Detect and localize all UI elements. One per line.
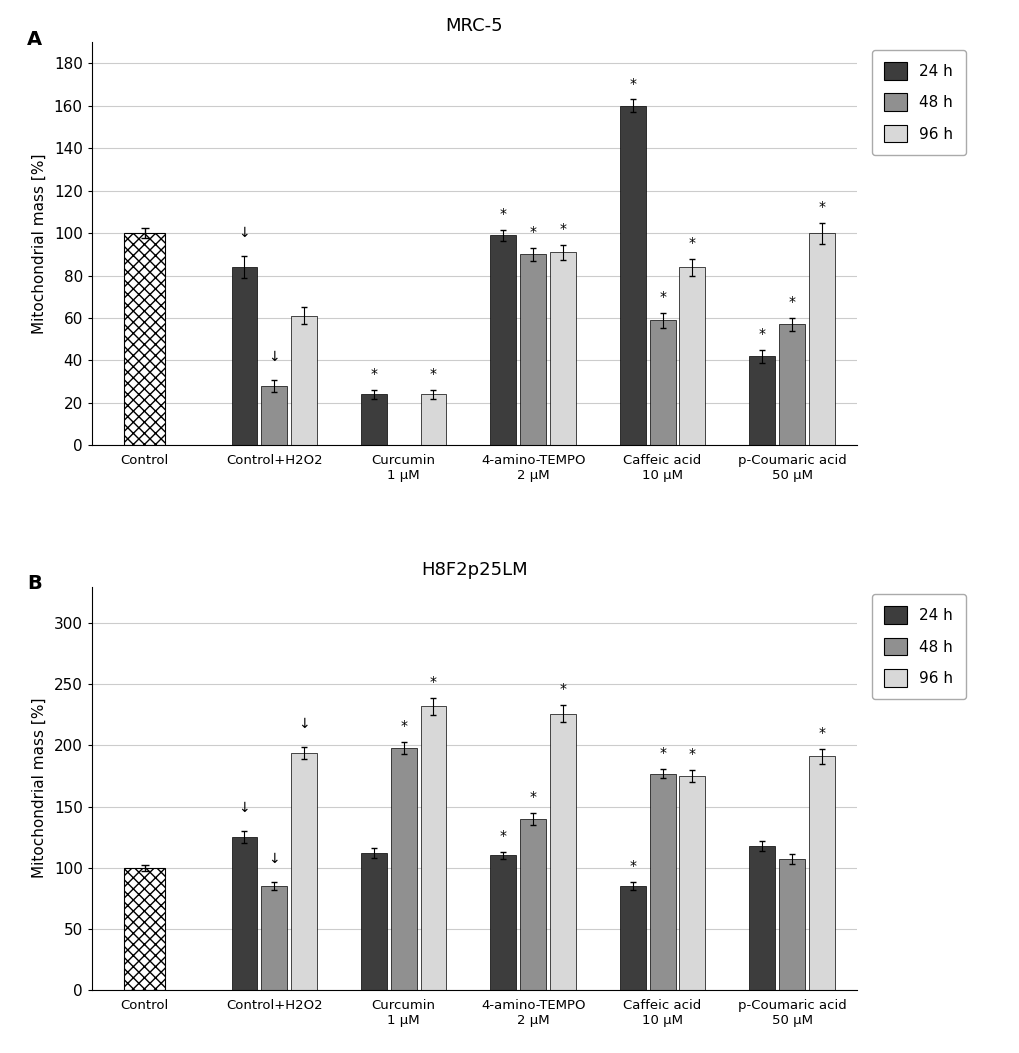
- Text: *: *: [817, 727, 824, 740]
- Bar: [549, 714, 576, 990]
- Bar: [361, 395, 386, 445]
- Text: ↓: ↓: [268, 350, 280, 363]
- Title: MRC-5: MRC-5: [445, 17, 502, 35]
- Bar: [808, 233, 834, 445]
- Text: *: *: [629, 77, 636, 91]
- Bar: [649, 320, 675, 445]
- Text: *: *: [499, 207, 506, 221]
- Bar: [261, 886, 287, 990]
- Text: ↓: ↓: [238, 226, 250, 240]
- Y-axis label: Mitochondrial mass [%]: Mitochondrial mass [%]: [32, 154, 47, 334]
- Bar: [549, 253, 576, 445]
- Text: *: *: [688, 747, 695, 761]
- Text: ↓: ↓: [268, 852, 280, 866]
- Text: *: *: [529, 225, 536, 239]
- Text: ↓: ↓: [298, 716, 310, 731]
- Text: *: *: [558, 222, 566, 236]
- Text: *: *: [658, 290, 665, 304]
- Bar: [420, 707, 446, 990]
- Bar: [490, 235, 516, 445]
- Bar: [620, 105, 645, 445]
- Text: *: *: [688, 236, 695, 250]
- Text: *: *: [658, 746, 665, 760]
- Bar: [520, 819, 545, 990]
- Y-axis label: Mitochondrial mass [%]: Mitochondrial mass [%]: [32, 698, 47, 878]
- Bar: [390, 748, 416, 990]
- Bar: [749, 846, 774, 990]
- Text: *: *: [370, 367, 377, 381]
- Text: *: *: [558, 682, 566, 696]
- Bar: [520, 255, 545, 445]
- Bar: [290, 316, 317, 445]
- Text: *: *: [430, 367, 436, 381]
- Title: H8F2p25LM: H8F2p25LM: [421, 561, 527, 579]
- Bar: [620, 886, 645, 990]
- Bar: [420, 395, 446, 445]
- Bar: [231, 837, 257, 990]
- Legend: 24 h, 48 h, 96 h: 24 h, 48 h, 96 h: [871, 594, 965, 699]
- Text: *: *: [758, 327, 765, 341]
- Bar: [779, 324, 804, 445]
- Text: *: *: [399, 719, 407, 733]
- Bar: [124, 868, 165, 990]
- Bar: [490, 855, 516, 990]
- Bar: [749, 356, 774, 445]
- Text: A: A: [26, 31, 42, 49]
- Text: *: *: [629, 859, 636, 873]
- Bar: [649, 774, 675, 990]
- Text: ↓: ↓: [238, 801, 250, 815]
- Legend: 24 h, 48 h, 96 h: 24 h, 48 h, 96 h: [871, 49, 965, 155]
- Bar: [679, 267, 705, 445]
- Bar: [290, 753, 317, 990]
- Bar: [231, 267, 257, 445]
- Bar: [361, 853, 386, 990]
- Bar: [261, 386, 287, 445]
- Text: *: *: [430, 675, 436, 689]
- Bar: [808, 756, 834, 990]
- Text: *: *: [529, 790, 536, 803]
- Text: *: *: [817, 200, 824, 214]
- Bar: [679, 776, 705, 990]
- Text: *: *: [499, 829, 506, 842]
- Text: *: *: [788, 295, 795, 310]
- Bar: [124, 233, 165, 445]
- Bar: [779, 859, 804, 990]
- Text: B: B: [26, 575, 42, 594]
